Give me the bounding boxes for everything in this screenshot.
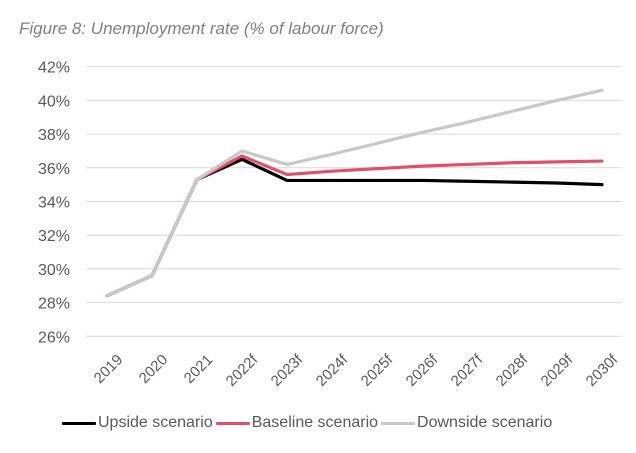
legend-item-baseline: Baseline scenario bbox=[215, 414, 379, 432]
x-tick-label: 2021 bbox=[181, 351, 217, 387]
series-line-upside-scenario bbox=[105, 157, 604, 298]
x-tick-label: 2028f bbox=[493, 351, 532, 390]
legend-item-upside: Upside scenario bbox=[62, 414, 213, 432]
y-tick-label: 42% bbox=[38, 60, 70, 77]
y-tick-label: 28% bbox=[38, 296, 70, 313]
x-tick-label: 2022f bbox=[223, 351, 262, 390]
legend-label-baseline: Baseline scenario bbox=[251, 414, 379, 431]
y-tick-label: 38% bbox=[38, 127, 70, 144]
legend-swatch-upside bbox=[62, 421, 96, 425]
series-line-downside-scenario bbox=[105, 88, 604, 298]
y-axis-ticks: 26% 28% 30% 32% 34% 36% 38% 40% 42% bbox=[38, 60, 70, 347]
x-tick-label: 2025f bbox=[358, 351, 397, 390]
series-line-baseline-scenario bbox=[105, 154, 604, 298]
y-tick-label: 36% bbox=[38, 161, 70, 178]
y-tick-label: 34% bbox=[38, 195, 70, 212]
legend-label-upside: Upside scenario bbox=[98, 414, 213, 431]
y-tick-label: 30% bbox=[38, 262, 70, 279]
x-tick-label: 2019 bbox=[91, 351, 127, 387]
y-tick-label: 40% bbox=[38, 93, 70, 110]
x-tick-label: 2023f bbox=[268, 351, 307, 390]
y-tick-label: 26% bbox=[38, 329, 70, 346]
x-tick-label: 2026f bbox=[403, 351, 442, 390]
legend-swatch-baseline bbox=[215, 421, 250, 425]
legend-swatch-downside bbox=[381, 421, 416, 425]
legend: Upside scenario Baseline scenario Downsi… bbox=[62, 414, 555, 432]
x-tick-label: 2030f bbox=[583, 351, 622, 390]
gridlines bbox=[86, 66, 622, 337]
x-tick-label: 2020 bbox=[136, 351, 172, 387]
x-tick-label: 2027f bbox=[448, 351, 487, 390]
series-lines bbox=[105, 88, 604, 298]
x-tick-label: 2024f bbox=[313, 351, 352, 390]
x-tick-label: 2029f bbox=[538, 351, 577, 390]
legend-item-downside: Downside scenario bbox=[381, 414, 552, 432]
chart-title: Figure 8: Unemployment rate (% of labour… bbox=[19, 19, 384, 38]
legend-label-downside: Downside scenario bbox=[417, 414, 553, 431]
x-axis-ticks: 2019 2020 2021 2022f 2023f 2024f 2025f 2026f 202… bbox=[91, 351, 622, 390]
y-tick-label: 32% bbox=[38, 228, 70, 245]
